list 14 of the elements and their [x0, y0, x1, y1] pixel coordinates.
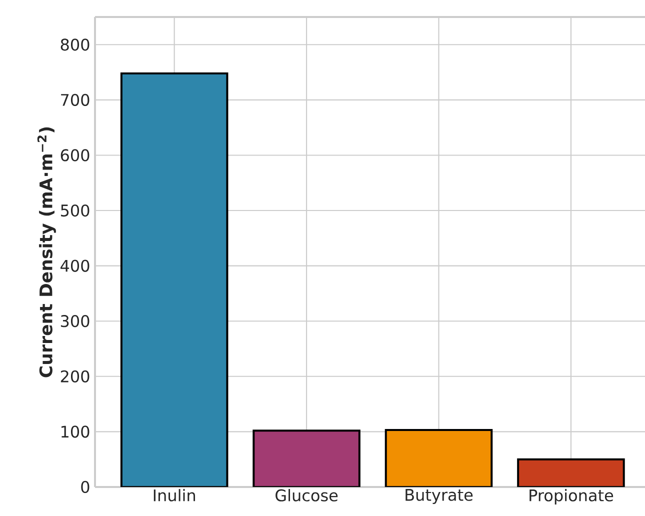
- y-axis-title: Current Density (mA·m$^{−2}$): [37, 127, 56, 378]
- y-tick-label: 800: [60, 38, 90, 51]
- y-tick-label: 0: [81, 480, 90, 494]
- x-tick-label: Inulin: [154, 489, 196, 502]
- y-tick-label: 200: [60, 370, 90, 382]
- x-tick-label: Glucose: [276, 489, 338, 502]
- x-tick-label: Propionate: [530, 489, 614, 505]
- y-tick-label: 700: [61, 94, 90, 106]
- y-tick-label: 500: [60, 204, 90, 217]
- y-tick-label: 600: [60, 149, 90, 162]
- x-tick-label: Butyrate: [406, 489, 473, 504]
- y-tick-label: 300: [60, 315, 90, 328]
- y-tick-label: 100: [62, 426, 90, 438]
- y-tick-label: 400: [60, 260, 90, 272]
